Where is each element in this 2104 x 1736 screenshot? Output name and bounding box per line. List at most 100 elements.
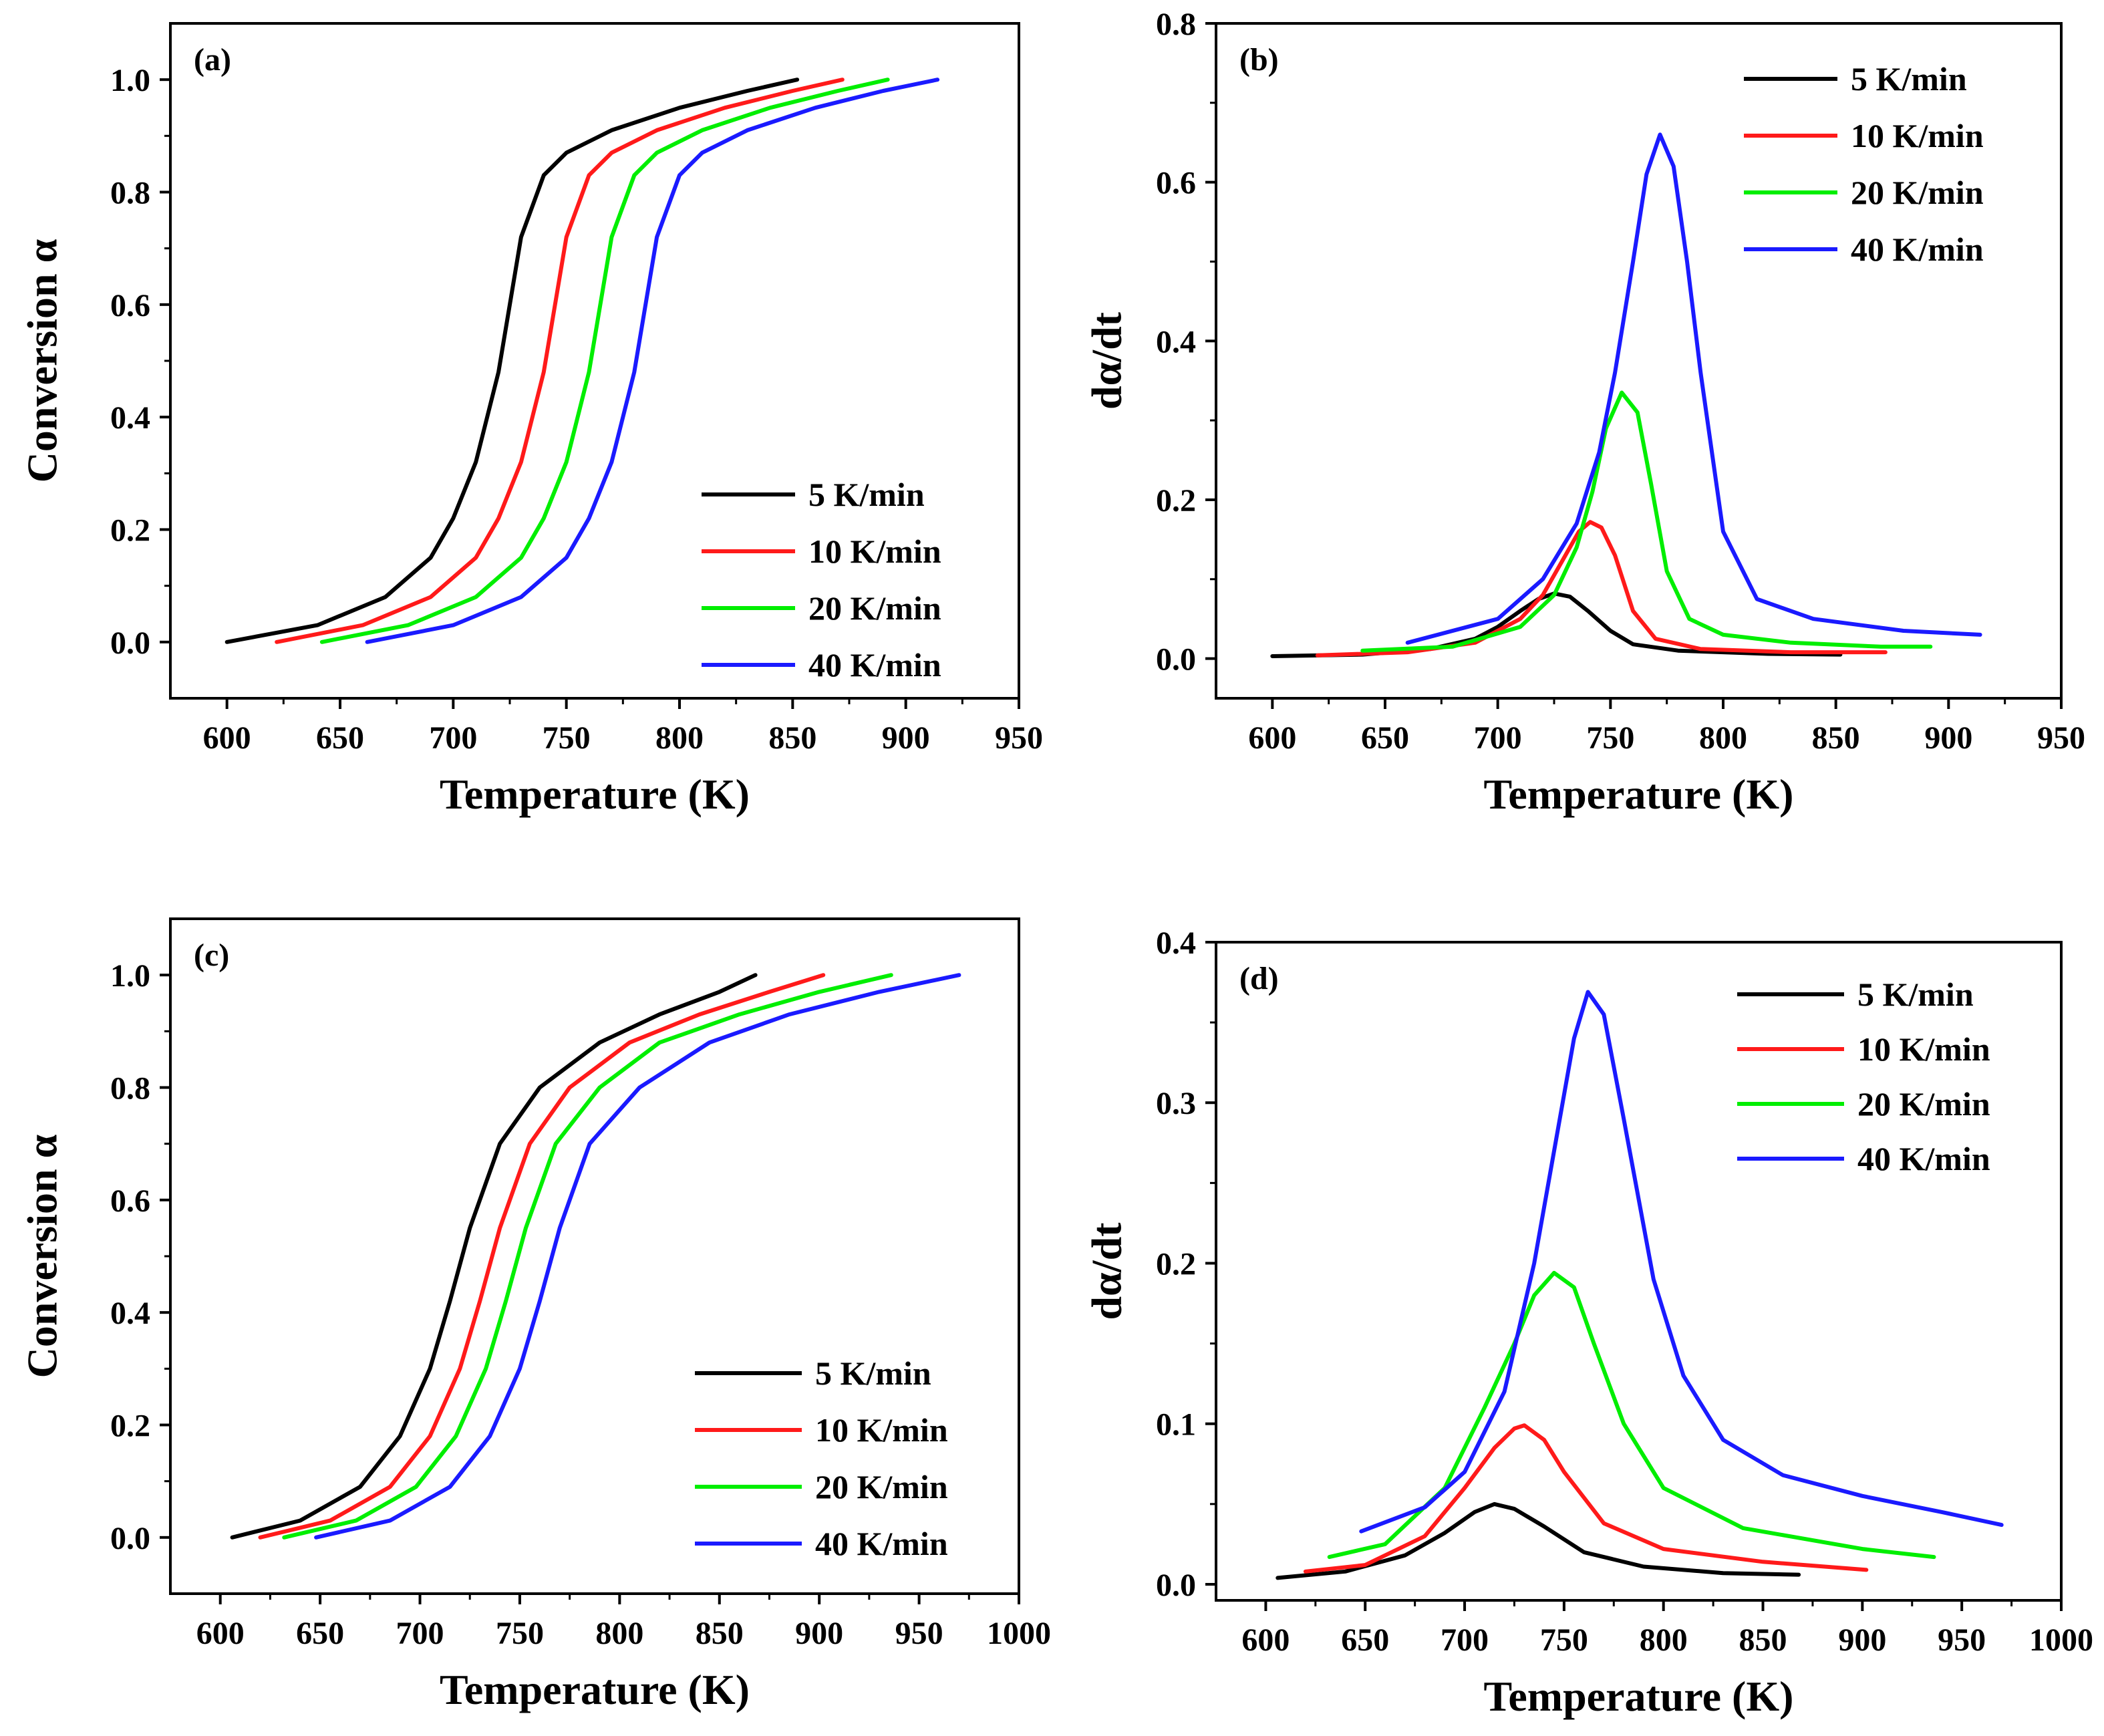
x-axis-title: Temperature (K) [440,770,750,818]
legend-entry: 5 K/min [1857,976,1974,1013]
x-axis-title: Temperature (K) [1484,1673,1794,1720]
legend-entry: 40 K/min [1851,231,1984,268]
x-tick-label: 650 [1361,720,1409,756]
chart-panel-c: 600 650 700 750 800 850 900 950 1000 0.0 0.2 0.4 0.6… [18,917,1051,1713]
x-tick-label: 700 [1441,1622,1489,1658]
y-tick-label: 0.2 [1156,483,1196,519]
y-tick-label: 0.6 [110,288,150,323]
legend-entry: 20 K/min [1857,1085,1990,1123]
y-tick-label: 0.3 [1156,1086,1196,1121]
plot-frame [1215,941,2063,1602]
series-line-40-k-min [314,973,961,1540]
x-tick-label: 800 [1699,720,1747,756]
x-tick-label: 650 [1341,1622,1389,1658]
x-tick-label: 1000 [2029,1622,2093,1658]
x-tick-label: 850 [1812,720,1860,756]
series-line-20-k-min [1327,1270,1936,1560]
y-tick-label: 0.6 [1156,166,1196,201]
legend-entry: 40 K/min [808,646,941,684]
y-tick-label: 0.4 [110,400,150,436]
legend-entry: 5 K/min [808,476,925,513]
y-tick-label: 1.0 [110,958,150,994]
legend-entry: 10 K/min [1857,1030,1990,1068]
series-line-5-k-min [1275,1501,1801,1580]
panel-label: (b) [1239,42,1279,78]
x-tick-label: 750 [1540,1622,1588,1658]
x-tick-label: 850 [1739,1622,1787,1658]
series-line-10-k-min [1303,1423,1869,1574]
legend: 5 K/min 10 K/min 20 K/min 40 K/min [1744,60,1984,268]
chart-panel-b: 600 650 700 750 800 850 900 950 0.0 0.2 0.4 0.6 0.8 T… [1082,7,2085,818]
legend-entry: 40 K/min [1857,1140,1990,1177]
x-tick-label: 600 [203,720,251,756]
x-tick-label: 900 [795,1616,843,1651]
x-tick-label: 950 [995,720,1043,756]
series-line-40-k-min [365,78,940,644]
series-line-20-k-min [282,973,893,1540]
series-line-10-k-min [1315,520,1888,658]
legend: 5 K/min 10 K/min 20 K/min 40 K/min [1737,976,1990,1177]
legend-entry: 10 K/min [1851,117,1984,154]
series-line-5-k-min [224,78,800,644]
x-tick-label: 900 [882,720,930,756]
legend-entry: 5 K/min [815,1354,931,1392]
series-line-5-k-min [230,973,758,1540]
x-tick-label: 800 [655,720,704,756]
y-tick-label: 0.0 [1156,1568,1196,1603]
x-tick-label: 900 [1924,720,1972,756]
x-tick-label: 950 [895,1616,943,1651]
legend: 5 K/min 10 K/min 20 K/min 40 K/min [702,476,941,684]
legend-entry: 40 K/min [815,1525,948,1562]
y-tick-label: 0.0 [110,1521,150,1556]
y-tick-label: 0.0 [1156,642,1196,678]
y-axis-title: Conversion α [18,239,65,482]
series-line-40-k-min [1359,990,2004,1534]
panel-label: (c) [194,937,229,973]
x-tick-label: 950 [2037,720,2085,756]
legend-entry: 20 K/min [815,1468,948,1505]
legend-entry: 20 K/min [808,589,941,627]
x-tick-label: 750 [1586,720,1634,756]
series-line-10-k-min [275,78,845,644]
legend-entry: 20 K/min [1851,174,1984,211]
y-tick-label: 0.8 [110,1071,150,1107]
series-line-5-k-min [1270,591,1843,658]
y-tick-label: 0.4 [1156,324,1196,359]
y-axis-title: dα/dt [1082,1222,1130,1320]
x-tick-label: 950 [1938,1622,1986,1658]
x-tick-label: 600 [1248,720,1296,756]
y-axis-title: Conversion α [18,1134,65,1378]
y-tick-label: 1.0 [110,63,150,98]
series-line-10-k-min [258,973,826,1540]
x-tick-label: 650 [316,720,364,756]
x-tick-label: 800 [595,1616,643,1651]
x-tick-label: 850 [696,1616,744,1651]
legend-entry: 10 K/min [815,1411,948,1449]
x-axis-title: Temperature (K) [1484,770,1794,818]
legend-entry: 5 K/min [1851,60,1967,98]
x-tick-label: 850 [768,720,816,756]
x-tick-label: 1000 [987,1616,1051,1651]
x-axis-title: Temperature (K) [440,1666,750,1713]
y-tick-label: 0.1 [1156,1407,1196,1443]
y-tick-label: 0.8 [110,176,150,211]
x-tick-label: 600 [1241,1622,1290,1658]
y-tick-label: 0.2 [1156,1246,1196,1282]
y-tick-label: 0.0 [110,625,150,661]
y-tick-label: 0.8 [1156,7,1196,42]
x-tick-label: 650 [296,1616,344,1651]
y-tick-label: 0.2 [110,513,150,549]
y-tick-label: 0.2 [110,1409,150,1444]
x-tick-label: 800 [1640,1622,1688,1658]
legend-entry: 10 K/min [808,533,941,570]
chart-panel-d: 600 650 700 750 800 850 900 950 1000 0.0 0.1 0.2 0.3… [1082,925,2093,1720]
series-line-40-k-min [1405,132,1982,645]
y-tick-label: 0.4 [110,1296,150,1331]
x-tick-label: 600 [196,1616,245,1651]
panel-label: (a) [194,42,231,78]
x-tick-label: 700 [1474,720,1522,756]
legend: 5 K/min 10 K/min 20 K/min 40 K/min [695,1354,948,1562]
y-tick-label: 0.6 [110,1183,150,1219]
x-tick-label: 700 [429,720,477,756]
